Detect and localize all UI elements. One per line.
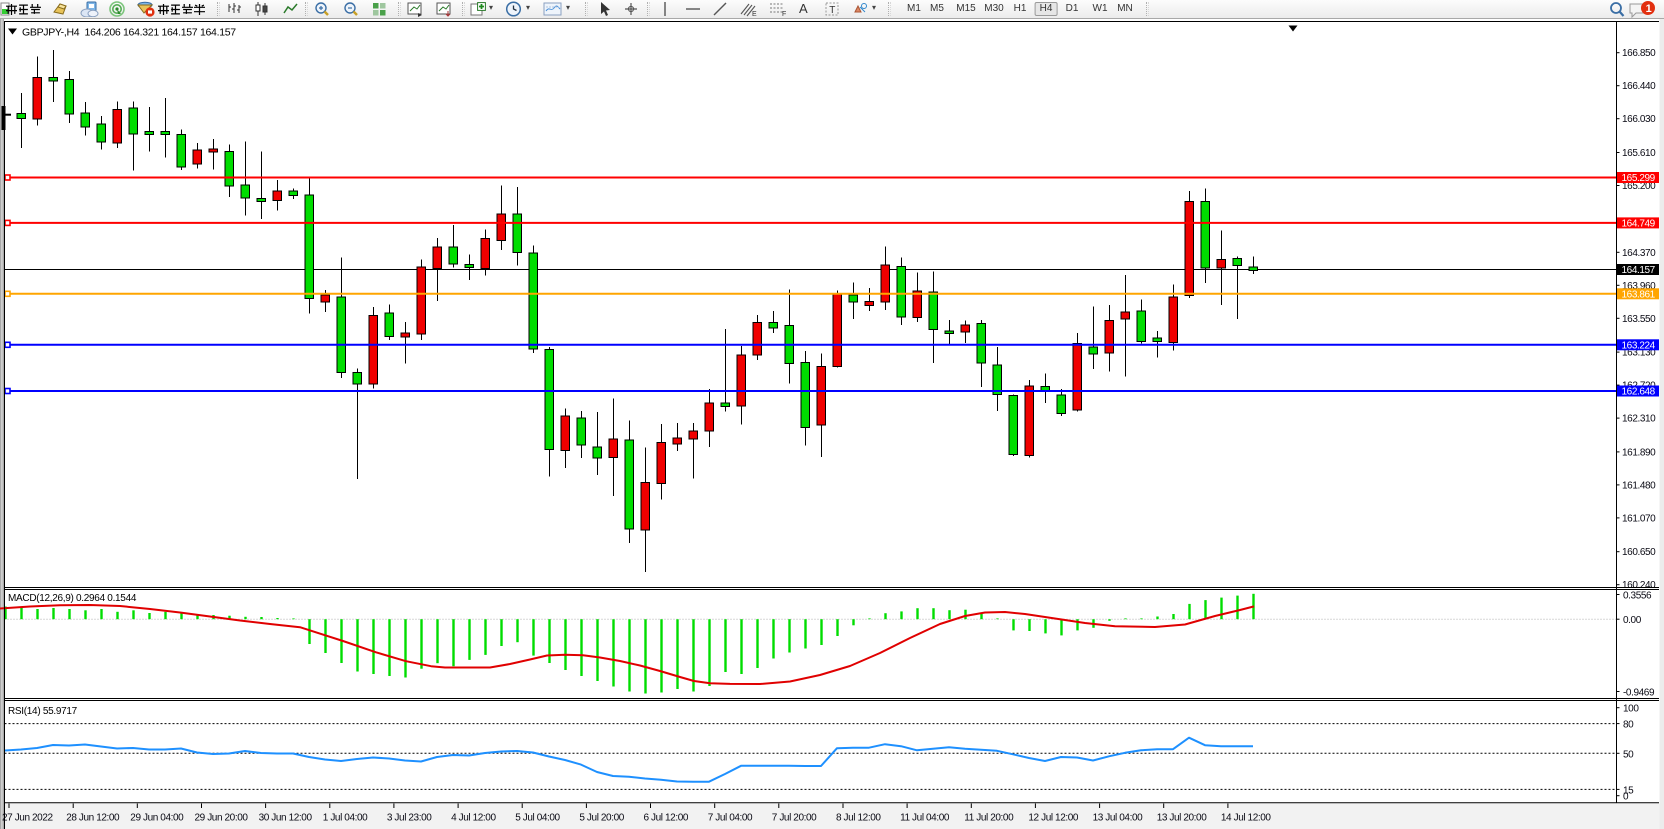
svg-text:160.650: 160.650 xyxy=(1622,547,1656,558)
svg-text:RSI(14) 55.9717: RSI(14) 55.9717 xyxy=(8,706,78,717)
svg-text:GBPJPY-,H4 164.206 164.321 16: GBPJPY-,H4 164.206 164.321 164.157 164.1… xyxy=(22,27,236,39)
svg-text:166.030: 166.030 xyxy=(1622,114,1656,125)
svg-text:163.550: 163.550 xyxy=(1622,314,1656,325)
svg-text:28 Jun 12:00: 28 Jun 12:00 xyxy=(66,813,120,824)
svg-text:50: 50 xyxy=(1623,749,1634,760)
svg-text:14 Jul 12:00: 14 Jul 12:00 xyxy=(1221,813,1272,824)
svg-text:165.610: 165.610 xyxy=(1622,148,1656,159)
svg-text:166.850: 166.850 xyxy=(1622,48,1656,59)
svg-text:165.200: 165.200 xyxy=(1622,181,1656,192)
svg-text:162.310: 162.310 xyxy=(1622,414,1656,425)
svg-text:163.130: 163.130 xyxy=(1622,348,1656,359)
svg-text:F: F xyxy=(782,11,786,17)
svg-text:13 Jul 20:00: 13 Jul 20:00 xyxy=(1157,813,1208,824)
svg-text:29 Jun 04:00: 29 Jun 04:00 xyxy=(130,813,184,824)
svg-text:3 Jul 23:00: 3 Jul 23:00 xyxy=(387,813,432,824)
svg-text:11 Jul 20:00: 11 Jul 20:00 xyxy=(964,813,1014,824)
svg-text:165.299: 165.299 xyxy=(1622,173,1656,184)
svg-text:5 Jul 20:00: 5 Jul 20:00 xyxy=(579,813,624,824)
svg-text:164.370: 164.370 xyxy=(1622,248,1656,259)
svg-text:163.960: 163.960 xyxy=(1622,281,1656,292)
svg-text:-0.9469: -0.9469 xyxy=(1623,688,1655,699)
svg-text:29 Jun 20:00: 29 Jun 20:00 xyxy=(195,813,249,824)
svg-text:163.861: 163.861 xyxy=(1622,289,1656,300)
svg-text:T: T xyxy=(829,5,835,16)
svg-text:1: 1 xyxy=(1646,3,1652,15)
svg-text:0.3556: 0.3556 xyxy=(1623,591,1652,602)
svg-text:163.224: 163.224 xyxy=(1622,340,1656,351)
svg-text:30 Jun 12:00: 30 Jun 12:00 xyxy=(259,813,313,824)
svg-text:161.890: 161.890 xyxy=(1622,447,1656,458)
svg-text:0: 0 xyxy=(1623,792,1629,803)
svg-text:15: 15 xyxy=(1623,785,1634,796)
svg-text:164.749: 164.749 xyxy=(1622,218,1656,229)
svg-text:161.480: 161.480 xyxy=(1622,480,1656,491)
svg-text:8 Jul 12:00: 8 Jul 12:00 xyxy=(836,813,881,824)
svg-text:MACD(12,26,9) 0.2964 0.1544: MACD(12,26,9) 0.2964 0.1544 xyxy=(8,593,137,604)
svg-text:161.070: 161.070 xyxy=(1622,513,1656,524)
svg-text:162.648: 162.648 xyxy=(1622,387,1656,398)
svg-text:7 Jul 04:00: 7 Jul 04:00 xyxy=(708,813,753,824)
svg-text:100: 100 xyxy=(1623,704,1639,715)
svg-text:4 Jul 12:00: 4 Jul 12:00 xyxy=(451,813,496,824)
svg-text:13 Jul 04:00: 13 Jul 04:00 xyxy=(1093,813,1144,824)
svg-text:12 Jul 12:00: 12 Jul 12:00 xyxy=(1028,813,1079,824)
svg-text:160.240: 160.240 xyxy=(1622,580,1656,591)
svg-text:0.00: 0.00 xyxy=(1623,615,1642,626)
svg-text:E: E xyxy=(752,11,757,17)
svg-text:7 Jul 20:00: 7 Jul 20:00 xyxy=(772,813,817,824)
svg-text:164.157: 164.157 xyxy=(1622,265,1656,276)
svg-text:27 Jun 2022: 27 Jun 2022 xyxy=(2,813,53,824)
svg-text:80: 80 xyxy=(1623,720,1634,731)
svg-text:1 Jul 04:00: 1 Jul 04:00 xyxy=(323,813,368,824)
svg-text:5 Jul 04:00: 5 Jul 04:00 xyxy=(515,813,560,824)
svg-text:6 Jul 12:00: 6 Jul 12:00 xyxy=(644,813,689,824)
svg-text:166.440: 166.440 xyxy=(1622,81,1656,92)
svg-text:11 Jul 04:00: 11 Jul 04:00 xyxy=(900,813,950,824)
